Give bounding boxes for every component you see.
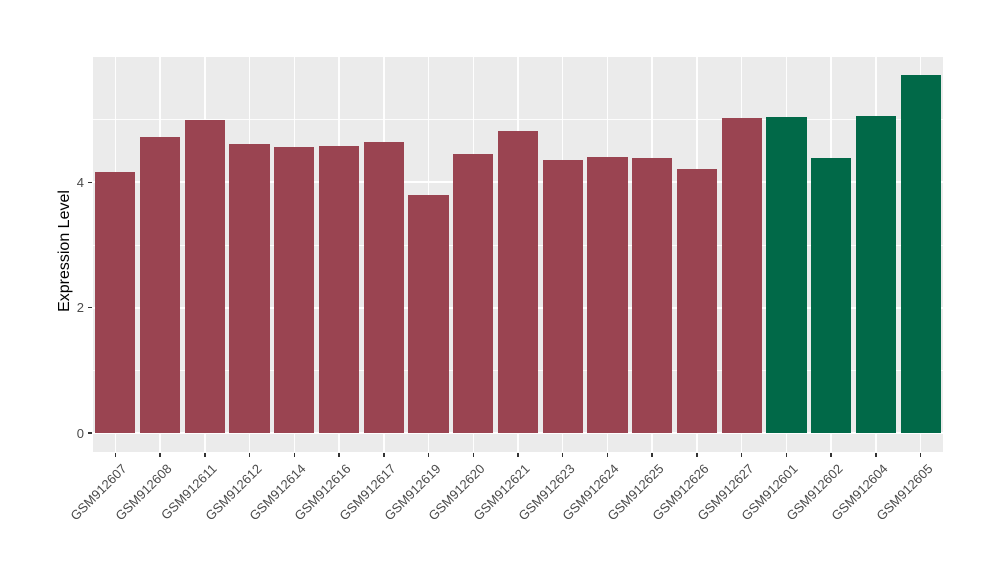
bar-GSM912625 (632, 157, 673, 433)
x-tick-mark (561, 453, 564, 457)
x-tick-mark (293, 453, 296, 457)
x-tick-mark (427, 453, 430, 457)
bar-GSM912621 (497, 130, 539, 433)
bar-GSM912607 (95, 171, 136, 433)
bar-GSM912605 (900, 74, 941, 433)
x-tick-mark (830, 453, 832, 457)
bar-GSM912617 (363, 141, 404, 433)
bar-GSM912624 (587, 156, 628, 433)
y-tick-label: 2 (76, 300, 84, 316)
bar-GSM912614 (274, 146, 315, 433)
x-tick-mark (204, 453, 206, 457)
bar-GSM912626 (676, 168, 718, 433)
x-tick-mark (785, 453, 788, 457)
x-tick-mark (159, 453, 161, 457)
bar-GSM912601 (766, 117, 807, 433)
bar-GSM912627 (721, 118, 762, 433)
plot-panel (93, 57, 943, 452)
y-tick-mark (88, 181, 92, 184)
bar-GSM912616 (318, 145, 360, 433)
y-tick-mark (88, 432, 92, 434)
y-tick-label: 0 (76, 425, 84, 441)
y-tick-mark (88, 306, 92, 309)
y-tick-label: 4 (76, 174, 84, 190)
bar-GSM912604 (855, 115, 896, 433)
bar-GSM912612 (229, 144, 270, 433)
x-tick-mark (517, 453, 519, 457)
bar-GSM912608 (139, 137, 181, 433)
x-tick-mark (114, 453, 117, 457)
bar-GSM912623 (542, 160, 583, 433)
bar-GSM912602 (811, 157, 852, 433)
x-tick-mark (740, 453, 743, 457)
y-axis-title: Expression Level (56, 190, 73, 312)
x-tick-mark (606, 453, 609, 457)
x-tick-mark (472, 453, 474, 457)
x-tick-mark (919, 453, 922, 457)
bar-GSM912620 (453, 154, 494, 433)
x-tick-mark (696, 453, 698, 457)
bar-GSM912619 (408, 194, 449, 433)
x-tick-mark (875, 453, 877, 457)
x-tick-mark (248, 453, 251, 457)
bar-GSM912611 (184, 119, 225, 433)
x-tick-mark (651, 453, 653, 457)
x-tick-mark (338, 453, 340, 457)
x-tick-mark (383, 453, 385, 457)
